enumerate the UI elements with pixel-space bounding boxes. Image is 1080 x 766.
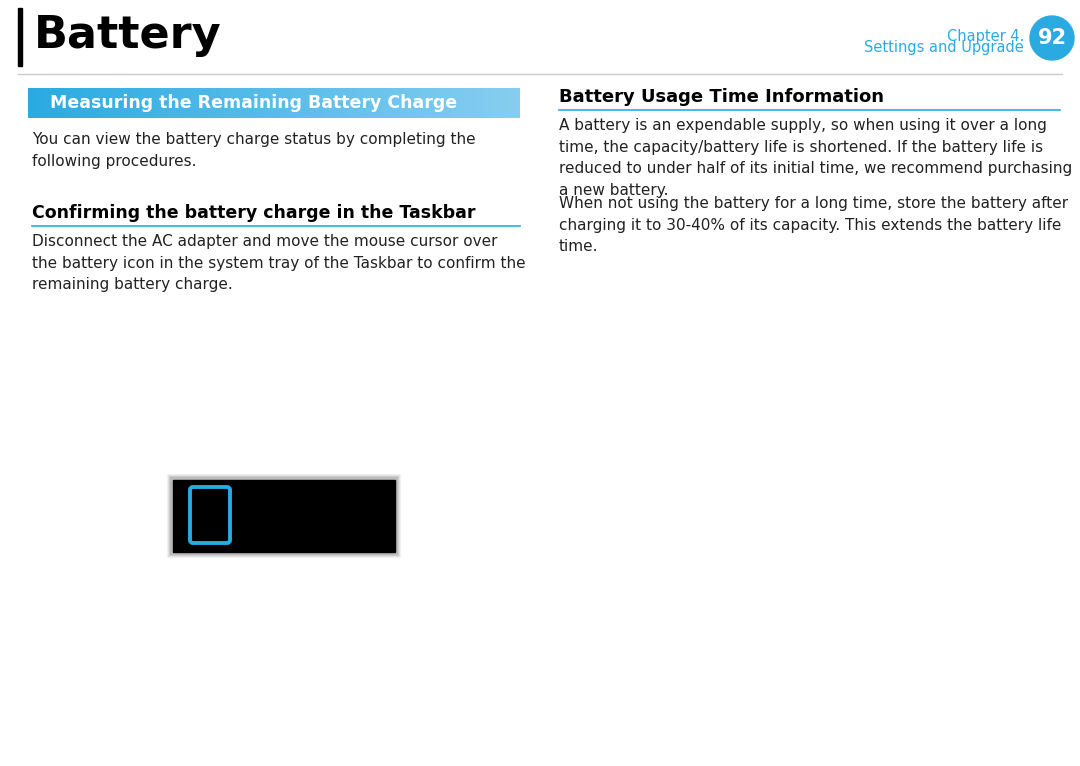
Bar: [168, 476, 399, 556]
Text: Measuring the Remaining Battery Charge: Measuring the Remaining Battery Charge: [38, 94, 457, 112]
Text: Battery: Battery: [33, 14, 221, 57]
Text: A battery is an expendable supply, so when using it over a long
time, the capaci: A battery is an expendable supply, so wh…: [559, 118, 1072, 198]
Bar: [167, 474, 401, 558]
Text: Settings and Upgrade: Settings and Upgrade: [864, 40, 1024, 55]
Text: Confirming the battery charge in the Taskbar: Confirming the battery charge in the Tas…: [32, 204, 475, 222]
Bar: [168, 475, 400, 557]
Text: 92: 92: [1038, 28, 1067, 48]
Circle shape: [1030, 16, 1074, 60]
Text: When not using the battery for a long time, store the battery after
charging it : When not using the battery for a long ti…: [559, 196, 1068, 254]
Bar: [18, 8, 22, 66]
Text: Battery Usage Time Information: Battery Usage Time Information: [559, 88, 885, 106]
Bar: [173, 480, 395, 552]
Text: Chapter 4.: Chapter 4.: [947, 29, 1024, 44]
Text: Disconnect the AC adapter and move the mouse cursor over
the battery icon in the: Disconnect the AC adapter and move the m…: [32, 234, 526, 292]
Text: You can view the battery charge status by completing the
following procedures.: You can view the battery charge status b…: [32, 132, 475, 169]
Bar: [170, 477, 399, 555]
